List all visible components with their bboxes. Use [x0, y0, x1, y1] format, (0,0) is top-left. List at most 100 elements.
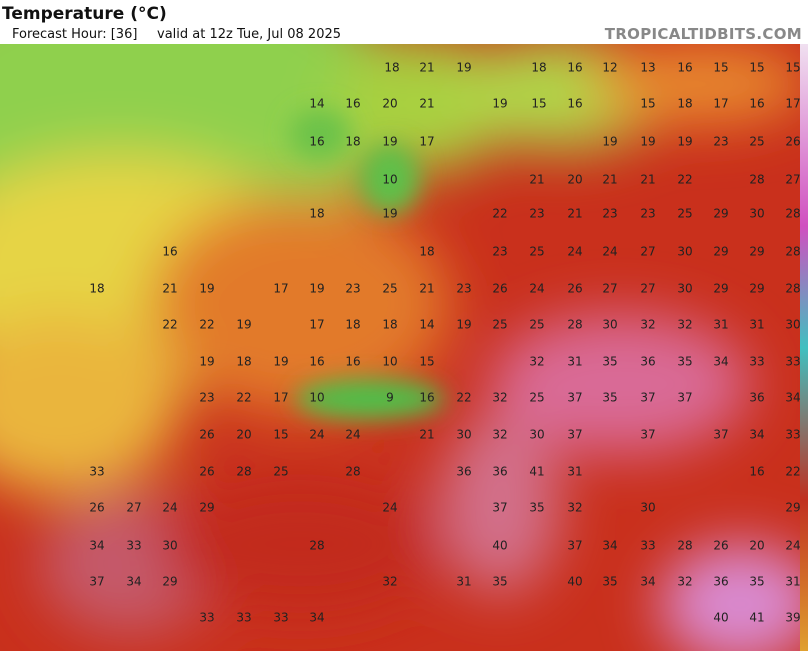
temperature-label: 25 [492, 318, 507, 332]
temperature-label: 32 [492, 428, 507, 442]
temperature-label: 19 [236, 318, 251, 332]
temperature-label: 16 [309, 135, 324, 149]
temperature-label: 26 [785, 135, 800, 149]
temperature-label: 40 [713, 611, 728, 625]
temperature-label: 24 [309, 428, 324, 442]
temperature-label: 15 [419, 355, 434, 369]
temperature-label: 23 [602, 207, 617, 221]
temperature-label: 36 [456, 465, 471, 479]
temperature-label: 28 [785, 207, 800, 221]
temperature-label: 16 [309, 355, 324, 369]
temperature-label: 23 [456, 282, 471, 296]
temperature-label: 18 [236, 355, 251, 369]
temperature-label: 19 [199, 282, 214, 296]
temperature-label: 30 [456, 428, 471, 442]
temperature-label: 39 [785, 611, 800, 625]
temperature-label: 33 [785, 428, 800, 442]
temperature-label: 12 [602, 61, 617, 75]
temperature-label: 37 [677, 391, 692, 405]
temperature-label: 35 [529, 501, 544, 515]
temperature-label: 10 [382, 173, 397, 187]
temperature-label: 21 [602, 173, 617, 187]
temperature-label: 18 [89, 282, 104, 296]
temperature-label: 22 [492, 207, 507, 221]
temperature-label: 17 [419, 135, 434, 149]
temperature-label: 36 [640, 355, 655, 369]
temperature-label: 29 [199, 501, 214, 515]
temperature-label: 37 [567, 539, 582, 553]
temperature-label: 17 [273, 282, 288, 296]
temperature-map: 18 21 19 18 16 12 13 16 15 15 15 14 16 20 21 19 15 16 15 18… [0, 44, 808, 651]
temperature-label: 34 [785, 391, 800, 405]
temperature-label: 25 [382, 282, 397, 296]
temperature-label: 25 [529, 391, 544, 405]
temperature-label: 30 [785, 318, 800, 332]
temperature-label: 15 [640, 97, 655, 111]
temperature-label: 35 [602, 575, 617, 589]
temperature-label: 36 [492, 465, 507, 479]
temperature-label: 21 [640, 173, 655, 187]
temperature-label: 17 [713, 97, 728, 111]
temperature-label: 17 [273, 391, 288, 405]
temperature-label: 37 [640, 391, 655, 405]
temperature-label: 35 [602, 355, 617, 369]
temperature-label: 20 [236, 428, 251, 442]
color-field [0, 44, 808, 651]
temperature-label: 23 [529, 207, 544, 221]
temperature-label: 25 [273, 465, 288, 479]
temperature-label: 19 [382, 207, 397, 221]
temperature-label: 26 [89, 501, 104, 515]
temperature-label: 28 [345, 465, 360, 479]
temperature-label: 15 [713, 61, 728, 75]
temperature-label: 40 [567, 575, 582, 589]
temperature-label: 36 [749, 391, 764, 405]
temperature-label: 23 [640, 207, 655, 221]
temperature-label: 26 [567, 282, 582, 296]
temperature-label: 19 [456, 318, 471, 332]
temperature-label: 20 [749, 539, 764, 553]
temperature-label: 25 [529, 245, 544, 259]
temperature-label: 23 [713, 135, 728, 149]
temperature-label: 24 [345, 428, 360, 442]
site-name: TROPICALTIDBITS.COM [604, 25, 802, 43]
temperature-label: 37 [567, 391, 582, 405]
temperature-label: 24 [529, 282, 544, 296]
temperature-label: 16 [419, 391, 434, 405]
temperature-label: 20 [382, 97, 397, 111]
temperature-label: 19 [677, 135, 692, 149]
temperature-label: 33 [126, 539, 141, 553]
temperature-label: 28 [309, 539, 324, 553]
temperature-label: 32 [382, 575, 397, 589]
temperature-label: 27 [640, 282, 655, 296]
temperature-label: 21 [419, 97, 434, 111]
temperature-label: 41 [749, 611, 764, 625]
temperature-label: 32 [492, 391, 507, 405]
temperature-label: 25 [749, 135, 764, 149]
temperature-label: 37 [713, 428, 728, 442]
temperature-label: 29 [713, 282, 728, 296]
temperature-label: 19 [309, 282, 324, 296]
temperature-label: 27 [602, 282, 617, 296]
temperature-label: 24 [567, 245, 582, 259]
temperature-label: 25 [677, 207, 692, 221]
temperature-label: 26 [199, 428, 214, 442]
temperature-label: 16 [749, 465, 764, 479]
temperature-label: 24 [602, 245, 617, 259]
temperature-label: 18 [531, 61, 546, 75]
temperature-label: 22 [677, 173, 692, 187]
temperature-label: 19 [602, 135, 617, 149]
temperature-label: 30 [640, 501, 655, 515]
temperature-label: 15 [531, 97, 546, 111]
temperature-label: 18 [419, 245, 434, 259]
temperature-label: 33 [749, 355, 764, 369]
temperature-label: 31 [785, 575, 800, 589]
temperature-label: 37 [640, 428, 655, 442]
temperature-label: 23 [345, 282, 360, 296]
temperature-label: 29 [162, 575, 177, 589]
temperature-label: 18 [677, 97, 692, 111]
temperature-label: 33 [199, 611, 214, 625]
temperature-label: 15 [273, 428, 288, 442]
temperature-label: 22 [236, 391, 251, 405]
temperature-label: 26 [713, 539, 728, 553]
temperature-label: 23 [492, 245, 507, 259]
